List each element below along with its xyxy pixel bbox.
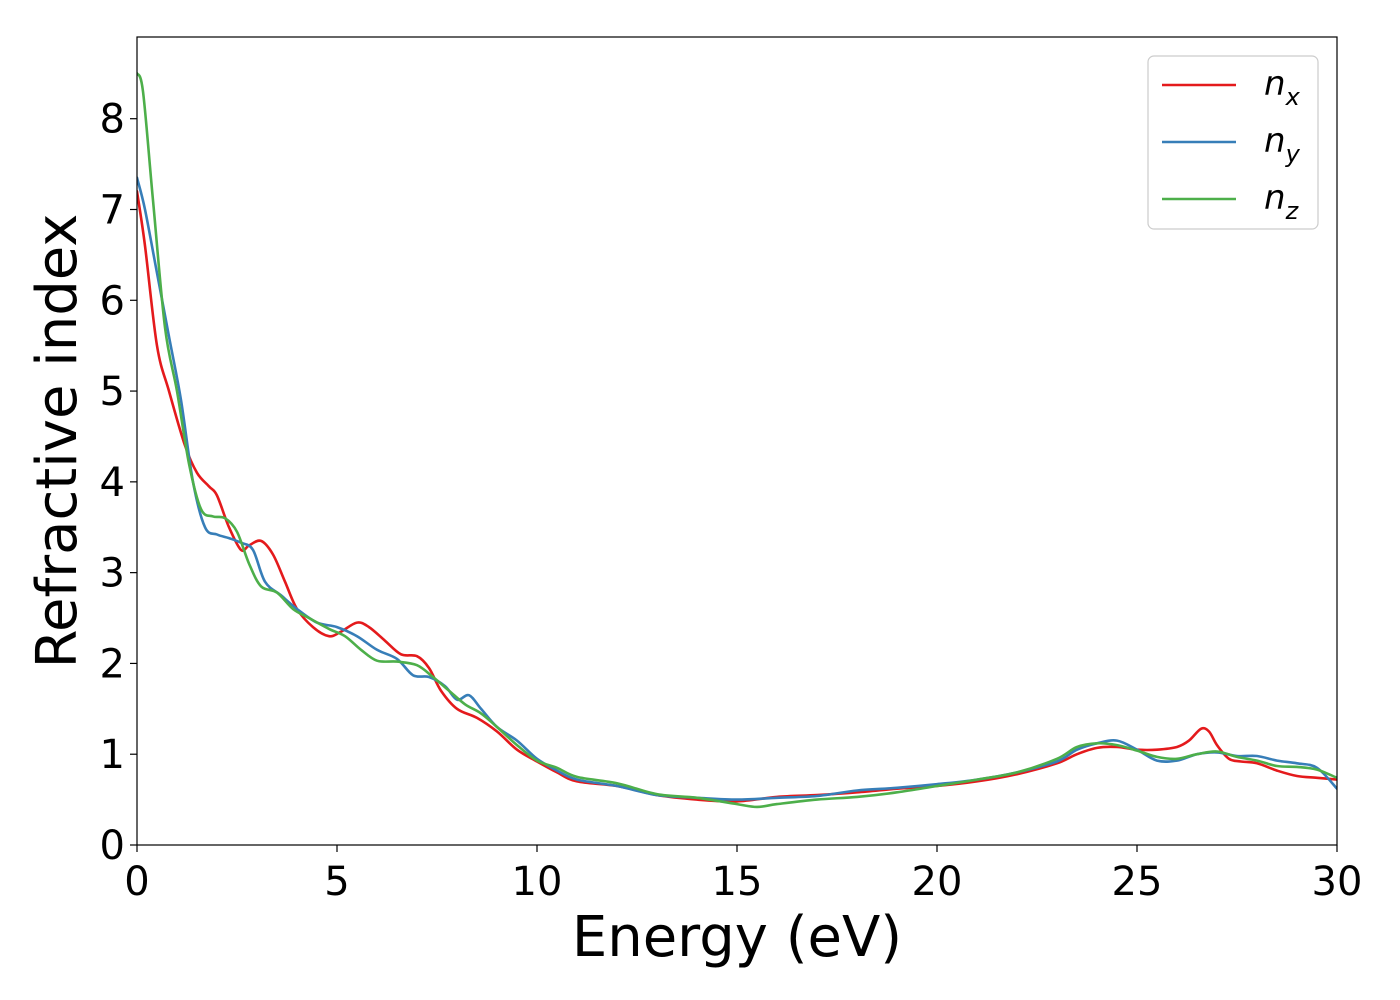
y-axis-ticks: 0 1 2 3 4 5 6 7 8 [100,97,137,869]
legend: nx ny nz [1147,55,1319,230]
y-tick-label: 0 [100,823,125,869]
series-line-z [137,72,1337,809]
x-tick-label: 20 [912,859,963,905]
legend-label-x: nx [1264,64,1301,111]
y-tick-label: 6 [100,278,125,324]
y-axis-title: Refractive index [25,214,90,669]
x-tick-label: 0 [124,859,149,905]
legend-label-y: ny [1264,121,1301,168]
x-axis-ticks: 0 5 10 15 20 25 30 [124,845,1362,905]
y-tick-label: 8 [100,97,125,143]
y-tick-label: 1 [100,732,125,778]
series-layer [137,72,1337,809]
series-line-x [137,190,1337,803]
y-tick-label: 5 [100,369,125,415]
y-tick-label: 2 [100,641,125,687]
x-axis-title: Energy (eV) [572,905,902,970]
x-tick-label: 5 [324,859,349,905]
y-tick-label: 4 [100,460,125,506]
legend-label-z: nz [1264,178,1300,225]
plot-background [137,37,1337,845]
y-tick-label: 7 [100,187,125,233]
x-tick-label: 15 [712,859,763,905]
x-tick-label: 25 [1112,859,1163,905]
x-tick-label: 30 [1312,859,1363,905]
x-tick-label: 10 [512,859,563,905]
y-tick-label: 3 [100,551,125,597]
